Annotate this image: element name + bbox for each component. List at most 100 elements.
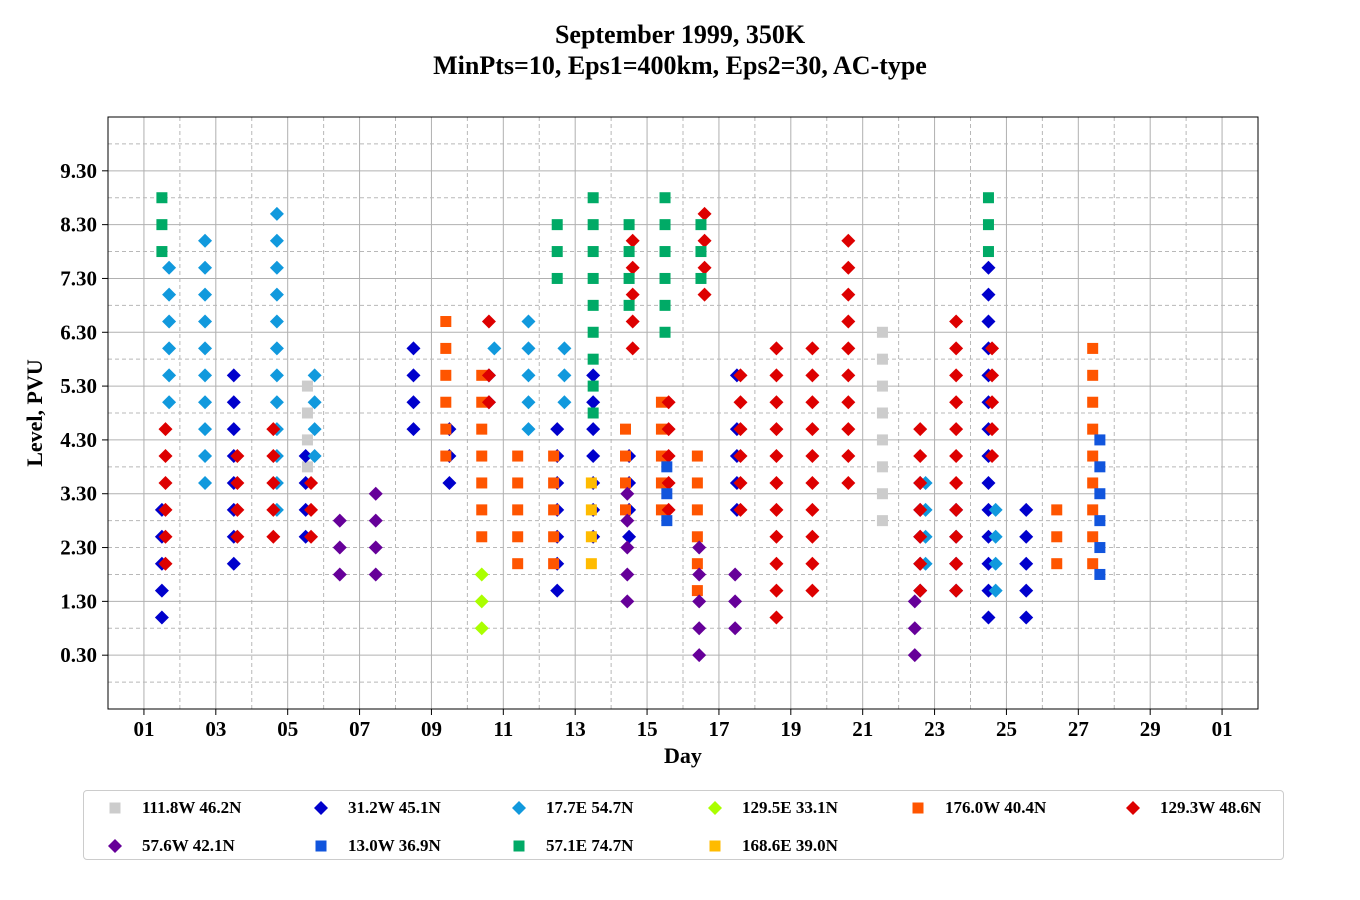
data-point bbox=[585, 531, 597, 543]
data-point bbox=[985, 368, 1000, 383]
data-point bbox=[1087, 369, 1099, 381]
legend-entry: 129.5E 33.1N bbox=[706, 797, 838, 819]
data-point bbox=[661, 475, 676, 490]
data-point bbox=[623, 219, 635, 231]
data-point bbox=[269, 368, 284, 383]
data-point bbox=[1087, 423, 1099, 435]
data-point bbox=[949, 449, 964, 464]
data-point bbox=[1087, 342, 1099, 354]
legend-entry: 57.1E 74.7N bbox=[510, 835, 633, 857]
data-point bbox=[805, 583, 820, 598]
data-point bbox=[1087, 450, 1099, 462]
data-markers bbox=[154, 192, 1106, 663]
data-point bbox=[550, 422, 565, 437]
data-point bbox=[659, 326, 671, 338]
legend-label: 57.6W 42.1N bbox=[142, 836, 235, 855]
data-point bbox=[156, 246, 168, 258]
data-point bbox=[841, 314, 856, 329]
data-point bbox=[769, 502, 784, 517]
data-point bbox=[512, 450, 524, 462]
data-point bbox=[476, 477, 488, 489]
data-point bbox=[661, 449, 676, 464]
data-point bbox=[301, 461, 313, 473]
data-point bbox=[301, 407, 313, 419]
data-point bbox=[769, 422, 784, 437]
data-point bbox=[368, 540, 383, 555]
data-point bbox=[981, 583, 996, 598]
legend-label: 57.1E 74.7N bbox=[546, 836, 634, 855]
data-point bbox=[548, 558, 560, 570]
data-point bbox=[985, 341, 1000, 356]
data-point bbox=[226, 556, 241, 571]
data-point bbox=[512, 504, 524, 516]
data-point bbox=[198, 449, 213, 464]
data-point bbox=[226, 368, 241, 383]
data-point bbox=[728, 567, 743, 582]
legend-entry: 176.0W 40.4N bbox=[909, 797, 1046, 819]
data-point bbox=[982, 192, 994, 204]
data-point bbox=[587, 380, 599, 392]
data-point bbox=[162, 287, 177, 302]
legend-swatch bbox=[709, 840, 721, 852]
data-point bbox=[1087, 504, 1099, 516]
legend-marker bbox=[314, 801, 328, 815]
data-point bbox=[949, 395, 964, 410]
data-point bbox=[625, 233, 640, 248]
legend-entry: 129.3W 48.6N bbox=[1124, 797, 1261, 819]
legend-entry: 17.7E 54.7N bbox=[510, 797, 633, 819]
series-group bbox=[162, 206, 1003, 598]
data-point bbox=[692, 540, 707, 555]
data-point bbox=[985, 422, 1000, 437]
data-point bbox=[586, 422, 601, 437]
legend-marker bbox=[108, 839, 122, 853]
data-point bbox=[476, 396, 488, 408]
data-point bbox=[691, 504, 703, 516]
legend-marker bbox=[912, 802, 924, 814]
data-point bbox=[158, 556, 173, 571]
data-point bbox=[1094, 542, 1106, 554]
y-tick-label: 2.30 bbox=[60, 536, 97, 560]
data-point bbox=[988, 529, 1003, 544]
data-point bbox=[474, 621, 489, 636]
data-point bbox=[988, 583, 1003, 598]
data-point bbox=[162, 368, 177, 383]
series-group bbox=[158, 206, 1000, 625]
x-axis-label: Day bbox=[664, 743, 702, 768]
legend-swatch bbox=[513, 840, 525, 852]
data-point bbox=[913, 583, 928, 598]
data-point bbox=[728, 594, 743, 609]
data-point bbox=[442, 475, 457, 490]
legend-entry: 57.6W 42.1N bbox=[106, 835, 235, 857]
legend-label: 31.2W 45.1N bbox=[348, 798, 441, 817]
series-group bbox=[585, 477, 597, 570]
data-point bbox=[156, 219, 168, 231]
y-tick-label: 3.30 bbox=[60, 482, 97, 506]
data-point bbox=[440, 342, 452, 354]
data-point bbox=[198, 395, 213, 410]
data-point bbox=[769, 341, 784, 356]
data-point bbox=[154, 610, 169, 625]
data-point bbox=[841, 341, 856, 356]
data-point bbox=[587, 407, 599, 419]
legend-label: 13.0W 36.9N bbox=[348, 836, 441, 855]
data-point bbox=[587, 353, 599, 365]
data-point bbox=[1019, 583, 1034, 598]
data-point bbox=[769, 556, 784, 571]
data-point bbox=[1087, 477, 1099, 489]
data-point bbox=[198, 368, 213, 383]
data-point bbox=[269, 260, 284, 275]
data-point bbox=[691, 477, 703, 489]
data-point bbox=[158, 502, 173, 517]
data-point bbox=[368, 513, 383, 528]
data-point bbox=[1019, 556, 1034, 571]
data-point bbox=[304, 502, 319, 517]
data-point bbox=[876, 353, 888, 365]
data-point bbox=[620, 450, 631, 462]
data-point bbox=[512, 558, 524, 570]
x-tick-label: 09 bbox=[421, 717, 442, 741]
x-tick-label: 15 bbox=[637, 717, 658, 741]
x-tick-label: 01 bbox=[133, 717, 154, 741]
data-point bbox=[585, 504, 597, 516]
data-point bbox=[1087, 558, 1099, 570]
data-point bbox=[620, 423, 631, 435]
